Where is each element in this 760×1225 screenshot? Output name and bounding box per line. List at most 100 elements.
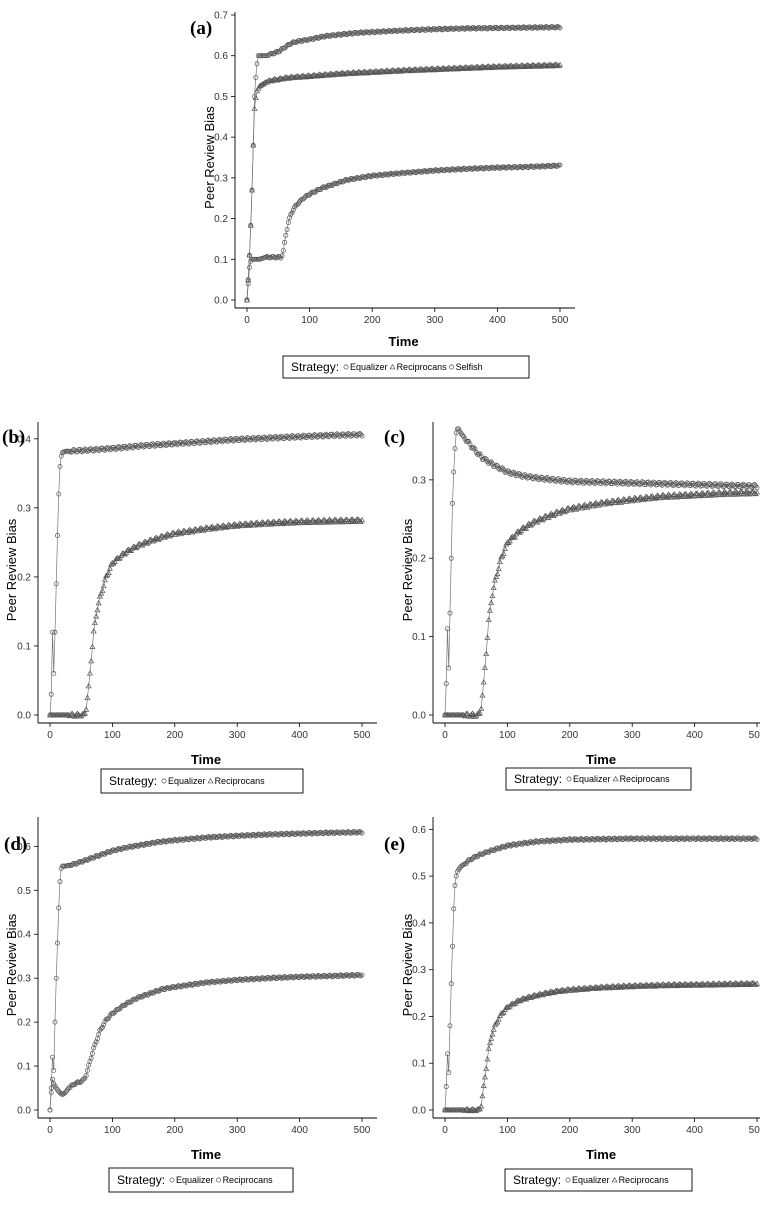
data-point [752, 981, 759, 987]
data-point [602, 498, 609, 505]
data-point [511, 533, 518, 540]
data-point [710, 489, 717, 495]
data-point [311, 71, 318, 78]
data-point [536, 477, 542, 483]
data-point [443, 681, 449, 687]
legend: Strategy: Equalizer Reciprocans [100, 768, 304, 794]
data-point [451, 469, 457, 475]
data-point [308, 974, 314, 980]
data-point [495, 1016, 502, 1022]
data-point [501, 62, 508, 68]
data-point [200, 527, 207, 533]
data-point [495, 565, 502, 571]
data-point [153, 534, 160, 540]
data-point [359, 70, 366, 76]
data-point [445, 64, 452, 71]
data-point [734, 980, 741, 987]
x-axis-title: Time [388, 334, 418, 349]
data-point [305, 973, 311, 979]
data-point [699, 980, 706, 986]
data-point [512, 164, 518, 170]
data-point [449, 65, 456, 72]
data-point [98, 590, 105, 596]
data-point [324, 830, 330, 836]
data-point [141, 993, 147, 998]
data-point [744, 836, 750, 842]
data-point [80, 710, 87, 717]
data-point [499, 64, 506, 70]
data-point [596, 836, 601, 842]
data-point [198, 979, 204, 985]
data-point [484, 1055, 491, 1062]
data-point [528, 839, 534, 845]
data-point [307, 73, 314, 80]
data-point [141, 444, 147, 450]
data-point [482, 25, 488, 30]
data-point [739, 483, 745, 488]
data-point [509, 842, 515, 848]
legend-title: Strategy: [117, 1173, 165, 1187]
data-point [238, 976, 244, 982]
data-point [692, 482, 698, 488]
data-point [487, 166, 493, 171]
data-point [708, 836, 714, 841]
data-point [93, 1039, 99, 1045]
data-point [669, 982, 676, 988]
data-point [520, 995, 527, 1001]
data-point [358, 829, 364, 835]
data-point [478, 453, 484, 459]
data-point [465, 65, 472, 71]
data-point [601, 984, 608, 991]
x-tick-label: 0 [47, 1125, 53, 1136]
data-point [609, 837, 615, 843]
data-point [74, 710, 81, 716]
data-point [133, 544, 140, 551]
data-point [526, 63, 533, 69]
data-point [685, 835, 691, 841]
x-tick-label: 0 [442, 730, 448, 741]
data-point [727, 980, 734, 986]
data-point [243, 833, 249, 838]
data-point [481, 457, 487, 463]
data-point [599, 983, 606, 990]
data-point [691, 982, 698, 988]
legend-marker [566, 776, 572, 782]
data-point [330, 71, 337, 78]
data-point [513, 998, 520, 1005]
data-point [109, 559, 116, 566]
data-point [514, 842, 520, 848]
data-point [654, 981, 661, 987]
data-point [500, 550, 507, 556]
data-point [193, 981, 199, 986]
legend-entry: Equalizer [572, 1175, 610, 1185]
data-point [333, 972, 339, 978]
data-point [640, 835, 646, 841]
data-point [562, 836, 568, 842]
data-point [357, 829, 362, 834]
data-point [558, 479, 564, 485]
data-point [93, 445, 99, 451]
x-tick-label: 100 [104, 730, 121, 741]
data-point [693, 483, 699, 489]
data-point [290, 831, 296, 836]
data-point [484, 634, 491, 640]
data-point [204, 979, 210, 985]
data-point [88, 657, 95, 664]
data-point [191, 982, 196, 988]
data-point [300, 432, 306, 438]
data-point [614, 481, 620, 487]
data-point [486, 25, 492, 31]
data-point [81, 1076, 87, 1082]
data-point [216, 978, 221, 984]
data-point [250, 831, 256, 837]
data-point [426, 168, 431, 174]
data-point [94, 606, 101, 613]
data-point [446, 27, 452, 32]
data-point [307, 192, 313, 198]
y-tick-label: 0.5 [17, 886, 31, 897]
series-selfish [244, 162, 563, 303]
data-point [282, 74, 289, 80]
data-point [626, 982, 633, 988]
data-point [684, 480, 690, 486]
data-point [269, 975, 275, 981]
